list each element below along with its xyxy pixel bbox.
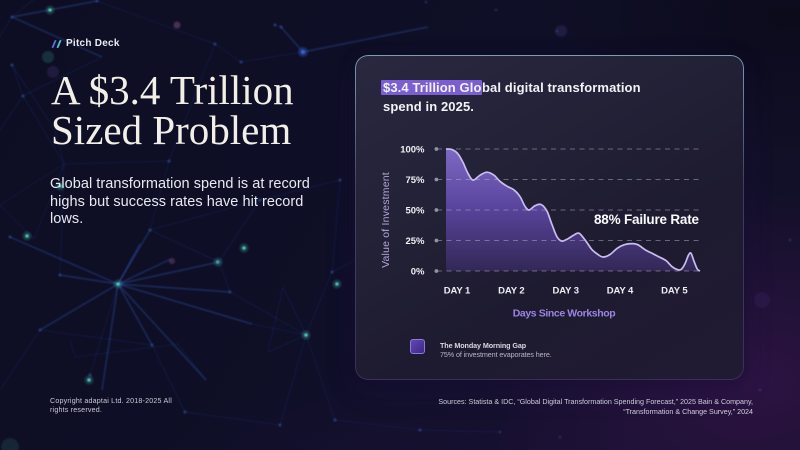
svg-text:DAY 4: DAY 4 (607, 285, 634, 296)
svg-text:50%: 50% (405, 205, 425, 216)
svg-text:Value of Investment: Value of Investment (380, 172, 392, 268)
svg-text:0%: 0% (411, 266, 425, 277)
svg-text:100%: 100% (400, 144, 425, 155)
svg-text:75%: 75% (405, 175, 425, 186)
svg-text:DAY 2: DAY 2 (498, 285, 524, 296)
svg-text:DAY 3: DAY 3 (552, 285, 578, 296)
svg-text:25%: 25% (405, 236, 425, 247)
svg-text:Days Since Workshop: Days Since Workshop (513, 308, 616, 320)
svg-text:DAY 5: DAY 5 (661, 285, 688, 296)
svg-text:DAY 1: DAY 1 (444, 285, 471, 296)
